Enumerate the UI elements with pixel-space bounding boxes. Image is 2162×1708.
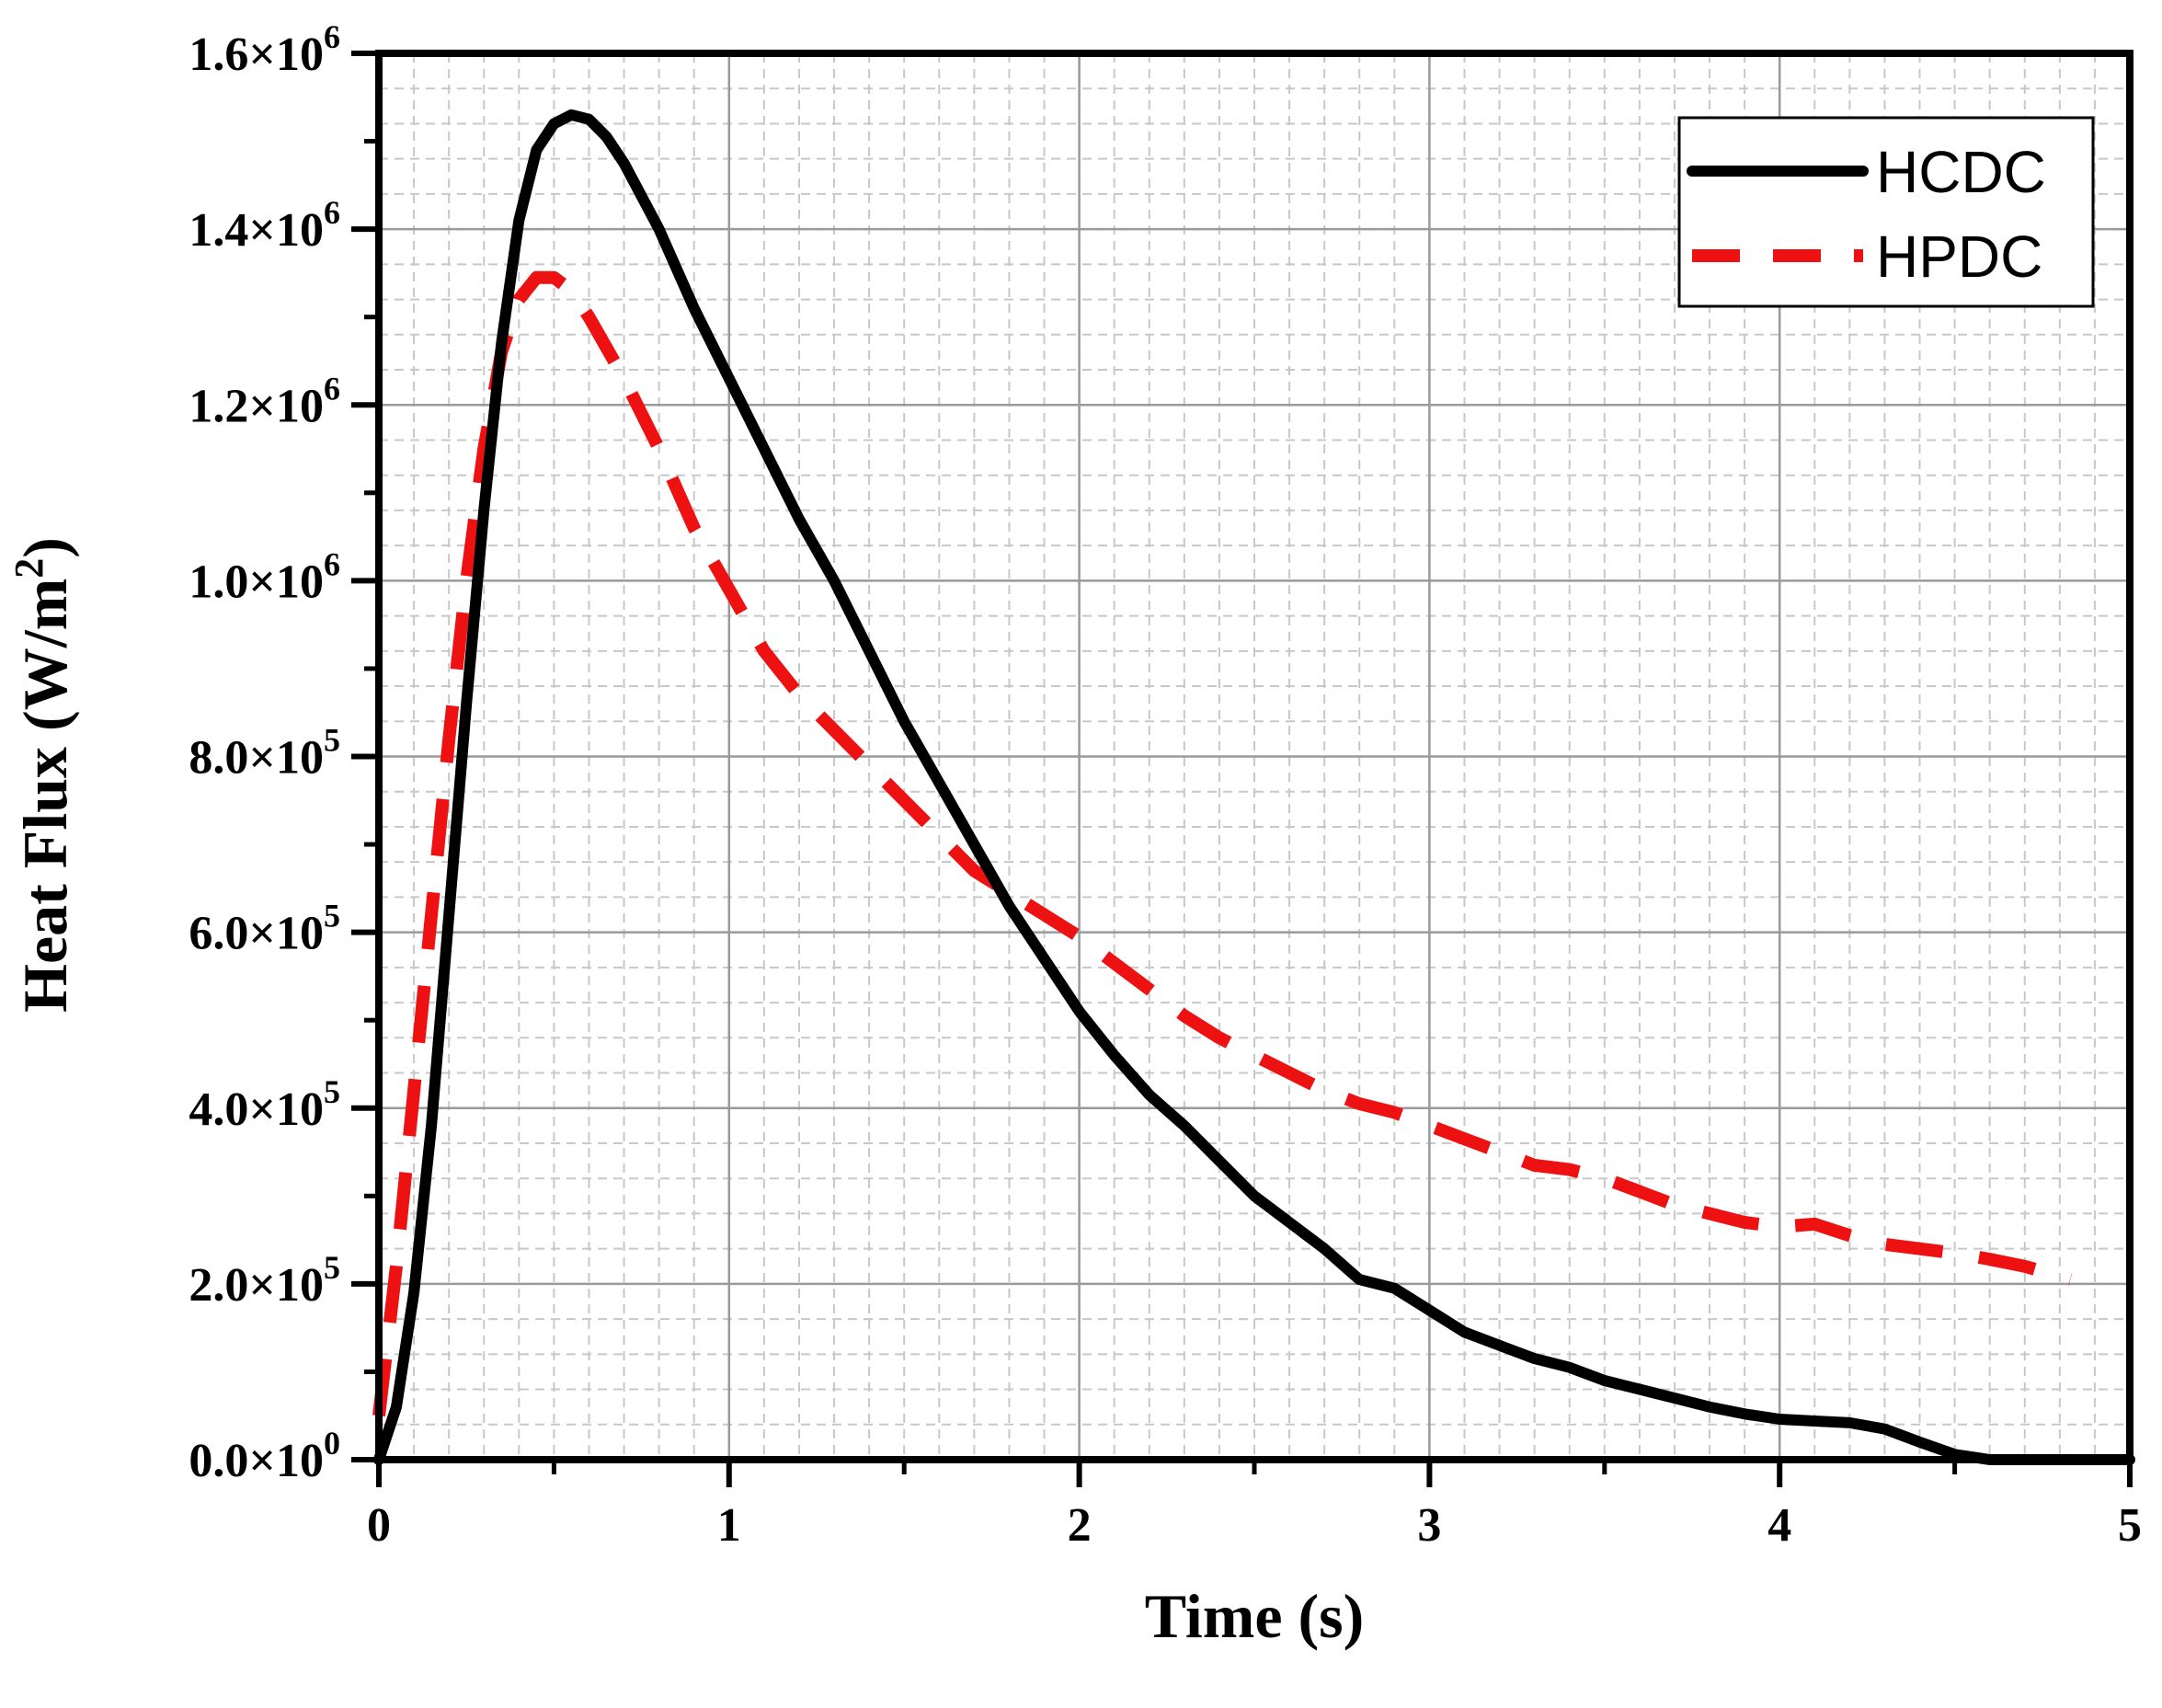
y-tick-label: 1.0×106 <box>189 545 340 608</box>
series-layer <box>372 109 2135 1465</box>
y-tick-label: 1.2×106 <box>189 370 340 432</box>
y-tick-label: 4.0×105 <box>189 1073 340 1136</box>
y-tick-label-mantissa: 0.0 <box>189 1435 248 1487</box>
y-tick-label-exponent: 5 <box>324 1249 340 1286</box>
y-axis-title-sup: 2 <box>6 558 51 579</box>
series-line-hcdc <box>373 109 2135 1465</box>
y-axis-title-base: Heat Flux (W/m <box>10 579 80 1013</box>
axis-ticks <box>351 51 2133 1487</box>
y-tick-label-mantissa: 6.0 <box>189 908 248 960</box>
legend-label-hcdc: HCDC <box>1876 139 2046 205</box>
major-grid <box>379 53 2130 1460</box>
y-tick-label: 0.0×100 <box>189 1425 340 1487</box>
x-tick-label: 2 <box>1068 1499 1092 1552</box>
y-tick-labels: 0.0×1002.0×1054.0×1056.0×1058.0×1051.0×1… <box>189 18 340 1487</box>
y-tick-label-times: ×10 <box>248 908 324 960</box>
y-tick-label-times: ×10 <box>248 29 324 81</box>
y-tick-label-exponent: 5 <box>324 722 340 759</box>
y-tick-label-exponent: 5 <box>324 1073 340 1110</box>
y-tick-label-exponent: 6 <box>324 18 340 55</box>
y-tick-label-mantissa: 1.6 <box>189 29 248 81</box>
y-tick-label-mantissa: 8.0 <box>189 732 248 785</box>
y-tick-label-exponent: 6 <box>324 545 340 582</box>
legend-box <box>1677 116 2095 308</box>
x-tick-label: 3 <box>1417 1499 1441 1552</box>
y-tick-label-exponent: 6 <box>324 370 340 407</box>
legend-label-hpdc: HPDC <box>1876 224 2042 290</box>
y-tick-label: 1.4×106 <box>189 194 340 257</box>
y-tick-label: 1.6×106 <box>189 18 340 81</box>
x-tick-label: 1 <box>717 1499 741 1552</box>
y-tick-label-times: ×10 <box>248 732 324 785</box>
x-tick-label: 0 <box>367 1499 391 1552</box>
y-tick-label-mantissa: 1.2 <box>189 380 248 432</box>
y-tick-label-exponent: 5 <box>324 898 340 934</box>
y-tick-label: 8.0×105 <box>189 722 340 785</box>
y-tick-label-mantissa: 4.0 <box>189 1083 248 1136</box>
y-tick-label-times: ×10 <box>248 204 324 257</box>
x-tick-label: 4 <box>1767 1499 1791 1552</box>
x-tick-label: 5 <box>2118 1499 2142 1552</box>
y-tick-label-mantissa: 1.0 <box>189 556 248 608</box>
y-tick-label-mantissa: 2.0 <box>189 1259 248 1312</box>
y-tick-label-times: ×10 <box>248 380 324 432</box>
x-axis-title: Time (s) <box>1145 1581 1365 1651</box>
y-tick-label-times: ×10 <box>248 1435 324 1487</box>
legend: HCDC HPDC <box>1677 116 2095 308</box>
y-tick-label: 6.0×105 <box>189 898 340 960</box>
y-tick-label-times: ×10 <box>248 1083 324 1136</box>
x-tick-labels: 0 1 2 3 4 5 <box>367 1499 2142 1552</box>
y-axis-title-close: ) <box>10 537 80 558</box>
y-axis-title: Heat Flux (W/m2) <box>6 537 80 1013</box>
y-tick-label-times: ×10 <box>248 556 324 608</box>
y-tick-label-exponent: 0 <box>324 1425 340 1462</box>
y-tick-label-exponent: 6 <box>324 194 340 231</box>
y-tick-label-mantissa: 1.4 <box>189 204 248 257</box>
y-tick-label: 2.0×105 <box>189 1249 340 1312</box>
y-tick-label-times: ×10 <box>248 1259 324 1312</box>
series-line-hpdc <box>372 270 2073 1417</box>
